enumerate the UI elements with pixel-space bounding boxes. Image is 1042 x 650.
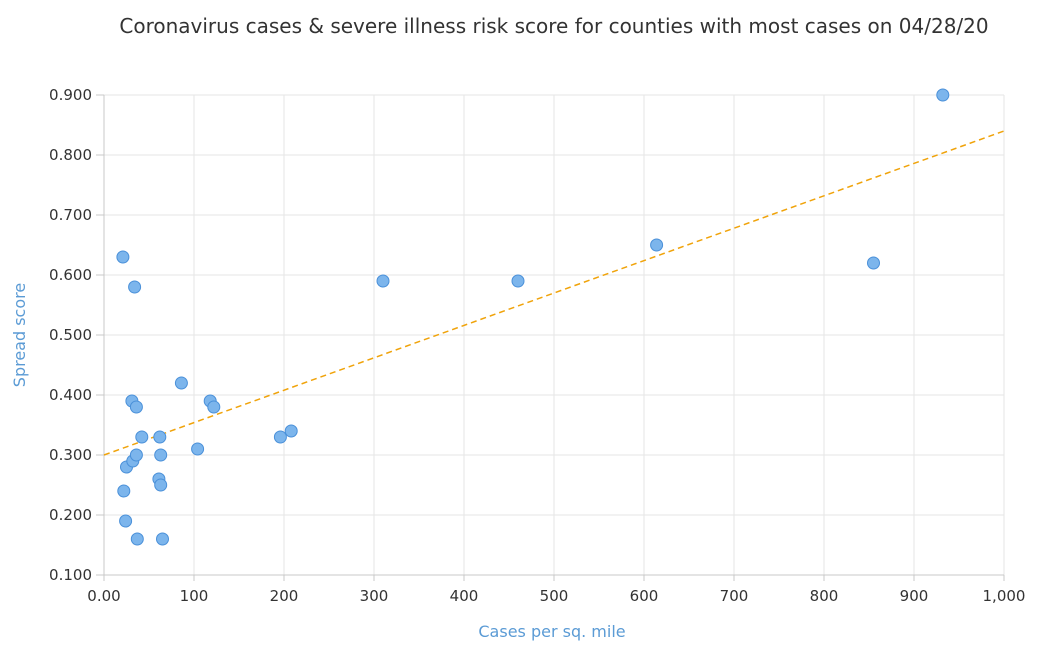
x-tick-label: 500 <box>540 587 569 605</box>
x-axis-label: Cases per sq. mile <box>478 622 625 641</box>
scatter-point[interactable] <box>135 430 149 444</box>
scatter-point[interactable] <box>128 280 142 294</box>
scatter-point[interactable] <box>130 532 144 546</box>
x-tick-label: 1,000 <box>983 587 1026 605</box>
x-tick-label: 200 <box>270 587 299 605</box>
scatter-point[interactable] <box>867 256 880 270</box>
chart-title: Coronavirus cases & severe illness risk … <box>119 14 988 38</box>
y-tick-label: 0.900 <box>49 86 92 104</box>
x-tick-label: 300 <box>360 587 389 605</box>
scatter-point[interactable] <box>154 478 168 492</box>
scatter-point[interactable] <box>511 274 525 288</box>
scatter-point[interactable] <box>153 430 167 444</box>
x-axis-ticks: 0.00 100 200 300 400 500 600 700 800 900 1,000 <box>87 587 1025 605</box>
y-tick-label: 0.600 <box>49 266 92 284</box>
scatter-point[interactable] <box>156 532 169 546</box>
scatter-point[interactable] <box>129 400 143 414</box>
x-tick-label: 400 <box>450 587 479 605</box>
scatter-point[interactable] <box>207 400 221 414</box>
y-axis-ticks: 0.100 0.200 0.300 0.400 0.500 0.600 0.700 0.800… <box>49 86 92 584</box>
scatter-point[interactable] <box>116 250 130 264</box>
scatter-point[interactable] <box>191 442 205 456</box>
x-tick-label: 100 <box>180 587 209 605</box>
scatter-point[interactable] <box>273 430 287 444</box>
y-tick-label: 0.800 <box>49 146 92 164</box>
scatter-point[interactable] <box>174 376 188 390</box>
y-axis-label: Spread score <box>10 283 29 387</box>
y-tick-label: 0.700 <box>49 206 92 224</box>
y-tick-label: 0.200 <box>49 506 92 524</box>
data-points <box>116 88 950 546</box>
scatter-point[interactable] <box>376 274 390 288</box>
scatter-point[interactable] <box>650 238 664 252</box>
x-tick-label: 800 <box>810 587 839 605</box>
scatter-point[interactable] <box>284 424 298 438</box>
scatter-point[interactable] <box>129 448 143 462</box>
y-tick-label: 0.100 <box>49 566 92 584</box>
x-tick-label: 700 <box>720 587 749 605</box>
grid-lines <box>104 94 1005 575</box>
axes <box>96 94 1005 581</box>
scatter-point[interactable] <box>117 484 131 498</box>
y-tick-label: 0.400 <box>49 386 92 404</box>
scatter-point[interactable] <box>154 448 168 462</box>
x-tick-label: 900 <box>900 587 929 605</box>
y-tick-label: 0.300 <box>49 446 92 464</box>
y-tick-label: 0.500 <box>49 326 92 344</box>
x-tick-label: 600 <box>630 587 659 605</box>
x-tick-label: 0.00 <box>87 587 120 605</box>
scatter-point[interactable] <box>936 88 950 102</box>
scatter-point[interactable] <box>119 514 133 528</box>
